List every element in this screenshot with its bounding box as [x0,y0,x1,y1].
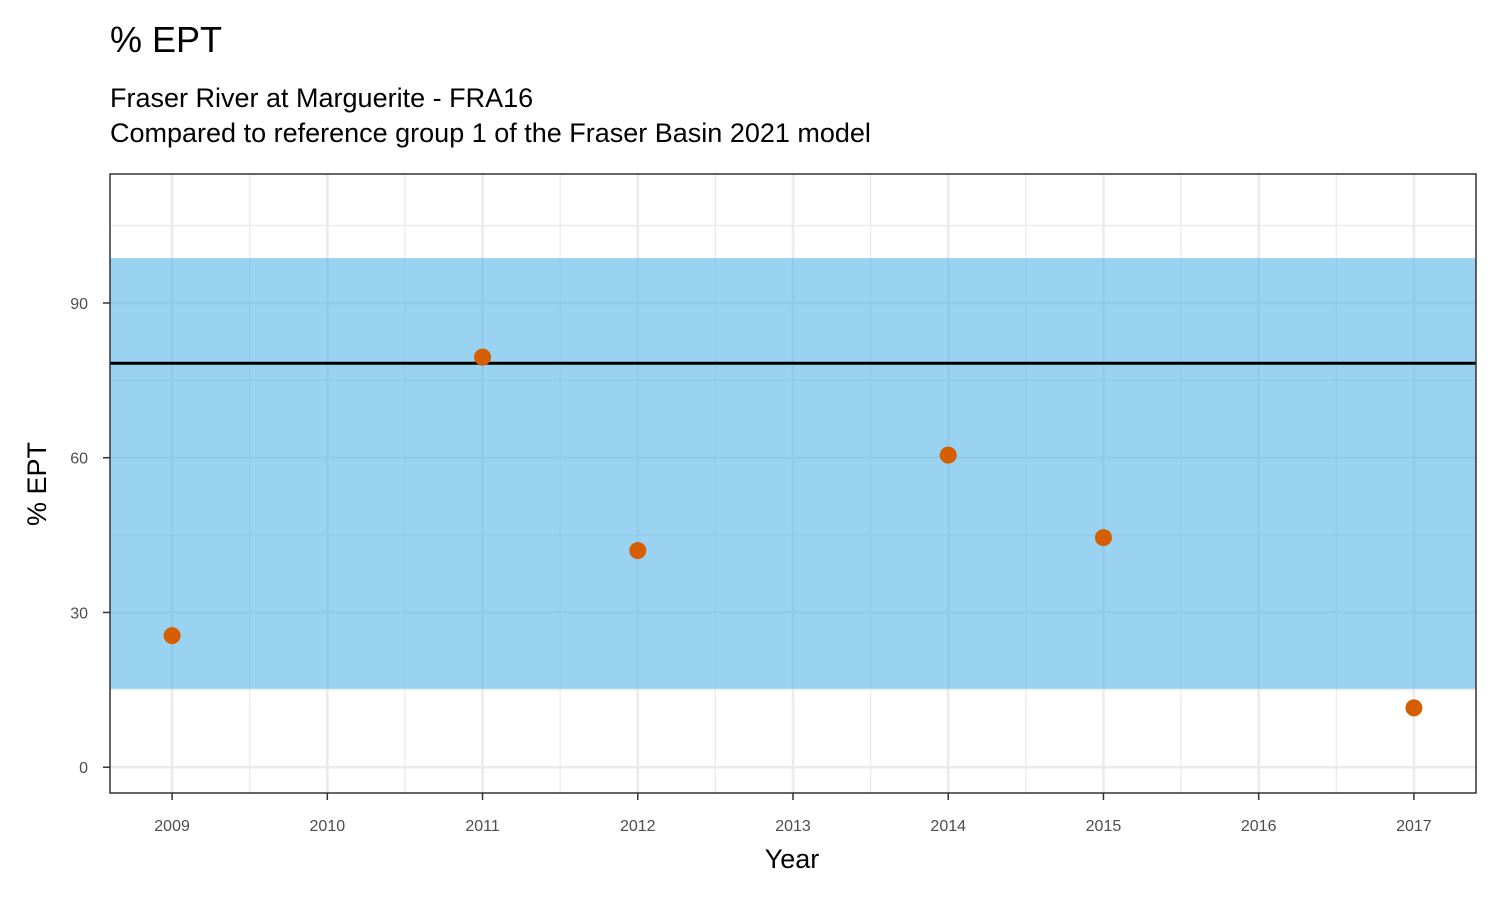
x-tick-label: 2009 [154,818,190,835]
x-tick-label: 2011 [465,818,500,835]
y-tick-label: 60 [70,451,88,468]
data-point [1094,529,1112,547]
y-tick-label: 90 [70,296,88,313]
x-tick-label: 2013 [775,818,811,835]
x-tick-label: 2015 [1086,818,1122,835]
y-tick-label: 30 [70,605,88,622]
y-tick-label: 0 [79,760,88,777]
data-point [939,446,957,464]
chart-subtitle-line-1: Fraser River at Marguerite - FRA16 [110,83,533,113]
x-tick-label: 2012 [620,818,656,835]
x-tick-label: 2016 [1241,818,1277,835]
x-tick-label: 2014 [930,818,966,835]
data-point [474,348,492,366]
x-axis-label: Year [765,844,820,874]
chart-subtitle-line-2: Compared to reference group 1 of the Fra… [110,118,871,148]
data-point [1405,699,1423,717]
y-axis-label: % EPT [22,442,52,526]
plot-panel: 2009 2010 2011 2012 2013 2014 2015 2016 2017 0 30 6… [70,173,1477,835]
data-point [629,542,647,560]
chart-title: % EPT [110,19,222,60]
x-tick-label: 2010 [310,818,346,835]
data-point [163,627,181,645]
x-tick-label: 2017 [1396,818,1432,835]
reference-band [110,258,1476,689]
